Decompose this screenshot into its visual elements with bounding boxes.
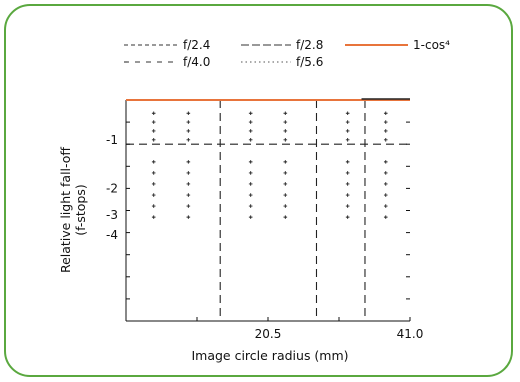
grid-marker — [151, 137, 156, 142]
grid-marker — [248, 215, 253, 219]
grid-marker — [383, 111, 388, 116]
grid-marker — [383, 215, 388, 219]
series-layer — [126, 98, 410, 101]
grid-marker — [383, 193, 388, 197]
tick-labels: 20.5 41.0 -1 -2 -3 -4 — [106, 133, 423, 341]
grid-marker — [283, 129, 288, 133]
grid-marker — [186, 111, 191, 116]
x-axis-title: Image circle radius (mm) — [191, 348, 348, 363]
grid-marker — [248, 129, 253, 133]
grid-marker — [345, 171, 350, 175]
legend-label: f/5.6 — [296, 55, 323, 69]
grid-marker — [248, 120, 253, 124]
grid-marker — [283, 160, 288, 164]
grid-marker — [186, 129, 191, 133]
grid-marker — [283, 120, 288, 124]
legend-label: f/2.4 — [183, 38, 210, 52]
grid-marker — [248, 137, 253, 142]
grid-marker — [345, 137, 350, 142]
grid-marker — [345, 182, 350, 186]
grid-marker — [283, 204, 288, 208]
grid-marker — [151, 215, 156, 219]
grid-marker — [383, 160, 388, 164]
grid-marker — [248, 193, 253, 197]
grid-marker — [345, 204, 350, 208]
x-tick-label: 20.5 — [255, 327, 282, 341]
grid-marker — [186, 182, 191, 186]
grid-marker — [186, 215, 191, 219]
grid-marker — [345, 215, 350, 219]
grid-marker — [283, 171, 288, 175]
grid-marker — [345, 129, 350, 133]
grid-marker — [383, 204, 388, 208]
grid-marker — [283, 215, 288, 219]
grid-marker — [186, 137, 191, 142]
grid-marker — [283, 111, 288, 116]
y-tick-label: -1 — [106, 133, 118, 147]
grid-marker — [186, 204, 191, 208]
plot-area: 20.5 41.0 -1 -2 -3 -4 — [106, 98, 423, 341]
legend: f/2.4 f/2.8 1-cos⁴ f/4.0 f/5.6 — [124, 38, 450, 69]
legend-label: 1-cos⁴ — [413, 38, 450, 52]
grid-marker — [283, 137, 288, 142]
grid-marker — [151, 171, 156, 175]
grid-marker — [283, 193, 288, 197]
grid-marker — [345, 111, 350, 116]
grid-marker — [248, 204, 253, 208]
grid-marker — [345, 160, 350, 164]
grid-marker — [248, 182, 253, 186]
grid-marker — [248, 171, 253, 175]
y-tick-label: -3 — [106, 208, 118, 222]
grid-marker — [186, 171, 191, 175]
grid-marker — [248, 111, 253, 116]
grid-marker — [283, 182, 288, 186]
grid-marker — [151, 182, 156, 186]
grid-marker — [186, 120, 191, 124]
grid-marker — [345, 193, 350, 197]
grid-marker — [151, 193, 156, 197]
grid — [126, 100, 410, 321]
y-axis-subtitle: (f-stops) — [73, 184, 88, 236]
grid-marker — [248, 160, 253, 164]
grid-marker — [151, 160, 156, 164]
grid-marker — [186, 193, 191, 197]
grid-marker — [383, 171, 388, 175]
y-tick-label: -2 — [106, 181, 118, 195]
grid-marker — [383, 182, 388, 186]
grid-marker — [345, 120, 350, 124]
legend-label: f/2.8 — [296, 38, 323, 52]
x-tick-label: 41.0 — [397, 327, 424, 341]
ticks — [125, 99, 411, 322]
y-tick-label: -4 — [106, 228, 118, 242]
grid-marker — [151, 111, 156, 116]
grid-marker — [151, 204, 156, 208]
grid-marker — [383, 120, 388, 124]
grid-marker — [186, 160, 191, 164]
grid-marker — [151, 120, 156, 124]
grid-marker — [151, 129, 156, 133]
grid-marker — [383, 137, 388, 142]
y-axis-title: Relative light fall-off — [58, 147, 73, 273]
legend-label: f/4.0 — [183, 55, 210, 69]
grid-marker — [383, 129, 388, 133]
chart-card — [4, 4, 515, 379]
